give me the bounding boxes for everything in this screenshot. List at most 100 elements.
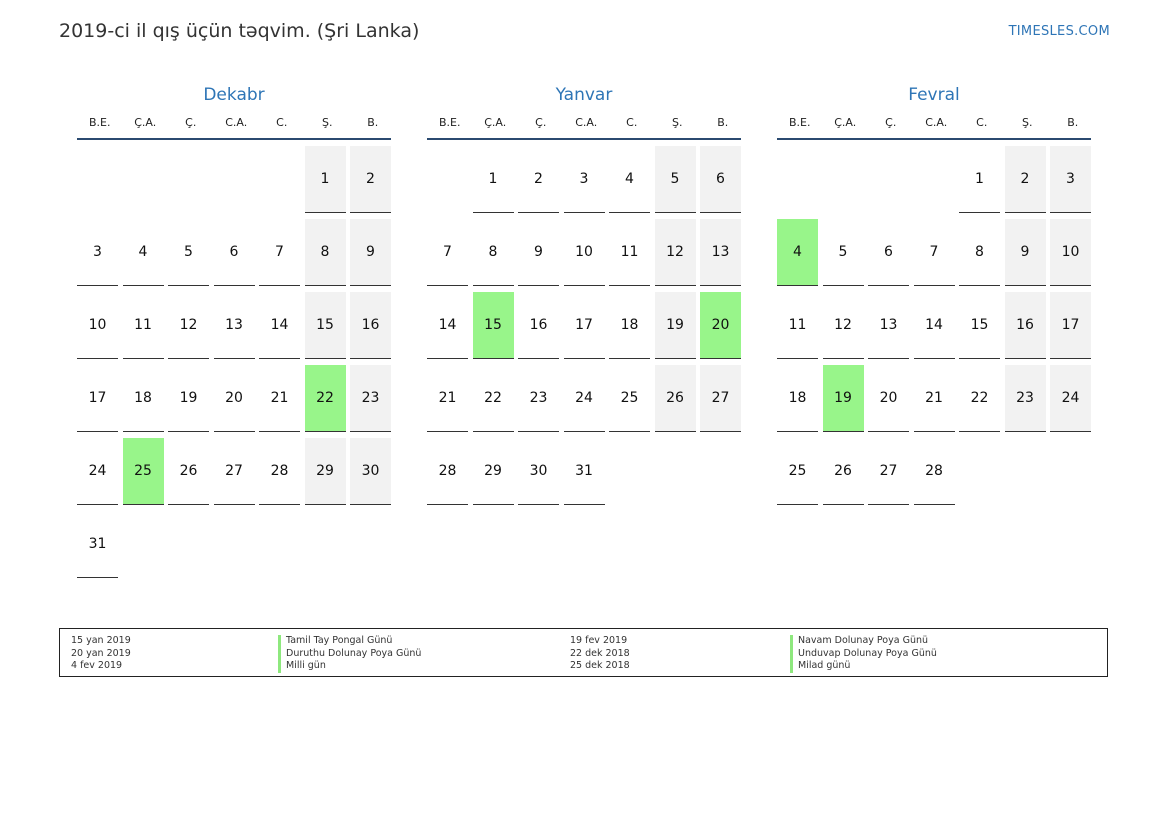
day-cell[interactable]: 4: [609, 146, 650, 213]
weekday-label: C.: [976, 116, 988, 129]
day-cell[interactable]: 21: [913, 365, 955, 432]
day-cell[interactable]: 16: [518, 292, 559, 359]
day-cell[interactable]: 7: [427, 219, 468, 286]
day-cell[interactable]: 14: [427, 292, 468, 359]
holiday-day-cell[interactable]: 19: [822, 365, 864, 432]
day-cell[interactable]: 17: [1050, 292, 1091, 359]
day-cell[interactable]: 24: [563, 365, 605, 432]
day-cell[interactable]: 19: [654, 292, 696, 359]
day-cell[interactable]: 25: [777, 438, 818, 505]
day-cell[interactable]: 27: [213, 438, 255, 505]
day-cell[interactable]: 8: [472, 219, 514, 286]
day-cell[interactable]: 7: [913, 219, 955, 286]
day-cell[interactable]: 21: [259, 365, 300, 432]
day-cell[interactable]: 1: [472, 146, 514, 213]
day-cell[interactable]: 13: [213, 292, 255, 359]
holiday-day-cell[interactable]: 25: [122, 438, 164, 505]
day-cell[interactable]: 5: [654, 146, 696, 213]
day-cell[interactable]: 21: [427, 365, 468, 432]
day-cell[interactable]: 31: [563, 438, 605, 505]
day-cell[interactable]: 3: [1050, 146, 1091, 213]
day-cell[interactable]: 23: [1004, 365, 1046, 432]
day-cell[interactable]: 29: [304, 438, 346, 505]
page-title: 2019-ci il qış üçün təqvim. (Şri Lanka): [59, 20, 420, 42]
day-cell[interactable]: 14: [259, 292, 300, 359]
holiday-day-cell[interactable]: 15: [472, 292, 514, 359]
day-cell[interactable]: 12: [168, 292, 209, 359]
weekday-label: Ç.: [535, 116, 547, 129]
day-cell[interactable]: 3: [563, 146, 605, 213]
day-cell[interactable]: 26: [168, 438, 209, 505]
day-cell[interactable]: 1: [959, 146, 1000, 213]
day-cell[interactable]: 10: [1050, 219, 1091, 286]
day-cell[interactable]: 14: [913, 292, 955, 359]
day-cell[interactable]: 8: [304, 219, 346, 286]
day-cell[interactable]: 22: [472, 365, 514, 432]
day-cell[interactable]: 4: [122, 219, 164, 286]
legend-holiday-name: Duruthu Dolunay Poya Günü: [278, 647, 421, 660]
day-cell[interactable]: 27: [868, 438, 909, 505]
day-cell[interactable]: 2: [1004, 146, 1046, 213]
day-cell[interactable]: 10: [77, 292, 118, 359]
day-cell[interactable]: 6: [868, 219, 909, 286]
day-cell[interactable]: 9: [518, 219, 559, 286]
day-cell[interactable]: 28: [427, 438, 468, 505]
day-cell[interactable]: 13: [868, 292, 909, 359]
day-cell[interactable]: 18: [122, 365, 164, 432]
day-cell[interactable]: 15: [959, 292, 1000, 359]
day-cell[interactable]: 1: [304, 146, 346, 213]
day-cell[interactable]: 5: [168, 219, 209, 286]
day-cell[interactable]: 24: [77, 438, 118, 505]
holiday-legend: 15 yan 2019 20 yan 2019 4 fev 2019 Tamil T…: [59, 628, 1108, 677]
site-link[interactable]: TIMESLES.COM: [1008, 24, 1110, 39]
day-cell[interactable]: 9: [1004, 219, 1046, 286]
legend-holiday-name: Unduvap Dolunay Poya Günü: [790, 647, 937, 660]
day-cell[interactable]: 31: [77, 511, 118, 578]
day-cell[interactable]: 5: [822, 219, 864, 286]
day-cell[interactable]: 24: [1050, 365, 1091, 432]
day-cell[interactable]: 19: [168, 365, 209, 432]
holiday-day-cell[interactable]: 4: [777, 219, 818, 286]
day-cell[interactable]: 15: [304, 292, 346, 359]
day-cell[interactable]: 18: [609, 292, 650, 359]
day-cell[interactable]: 11: [777, 292, 818, 359]
holiday-day-cell[interactable]: 20: [700, 292, 741, 359]
day-cell[interactable]: 7: [259, 219, 300, 286]
day-cell[interactable]: 17: [563, 292, 605, 359]
day-cell[interactable]: 26: [822, 438, 864, 505]
day-cell[interactable]: 12: [822, 292, 864, 359]
day-cell[interactable]: 18: [777, 365, 818, 432]
weekday-label: C.A.: [575, 116, 598, 129]
day-cell[interactable]: 11: [609, 219, 650, 286]
day-cell[interactable]: 28: [913, 438, 955, 505]
day-cell[interactable]: 10: [563, 219, 605, 286]
day-cell[interactable]: 12: [654, 219, 696, 286]
month-name: Fevral: [908, 85, 960, 105]
day-cell[interactable]: 2: [350, 146, 391, 213]
day-cell[interactable]: 27: [700, 365, 741, 432]
day-cell[interactable]: 11: [122, 292, 164, 359]
day-cell[interactable]: 13: [700, 219, 741, 286]
day-cell[interactable]: 6: [700, 146, 741, 213]
day-cell[interactable]: 28: [259, 438, 300, 505]
day-cell[interactable]: 29: [472, 438, 514, 505]
day-cell[interactable]: 16: [350, 292, 391, 359]
day-cell[interactable]: 8: [959, 219, 1000, 286]
weekday-label: B.E.: [789, 116, 811, 129]
day-cell[interactable]: 9: [350, 219, 391, 286]
day-cell[interactable]: 22: [959, 365, 1000, 432]
day-cell[interactable]: 6: [213, 219, 255, 286]
day-cell[interactable]: 30: [518, 438, 559, 505]
day-cell[interactable]: 23: [350, 365, 391, 432]
day-cell[interactable]: 26: [654, 365, 696, 432]
day-cell[interactable]: 2: [518, 146, 559, 213]
day-cell[interactable]: 25: [609, 365, 650, 432]
day-cell[interactable]: 20: [213, 365, 255, 432]
day-cell[interactable]: 20: [868, 365, 909, 432]
day-cell[interactable]: 30: [350, 438, 391, 505]
day-cell[interactable]: 16: [1004, 292, 1046, 359]
holiday-day-cell[interactable]: 22: [304, 365, 346, 432]
day-cell[interactable]: 17: [77, 365, 118, 432]
day-cell[interactable]: 23: [518, 365, 559, 432]
day-cell[interactable]: 3: [77, 219, 118, 286]
